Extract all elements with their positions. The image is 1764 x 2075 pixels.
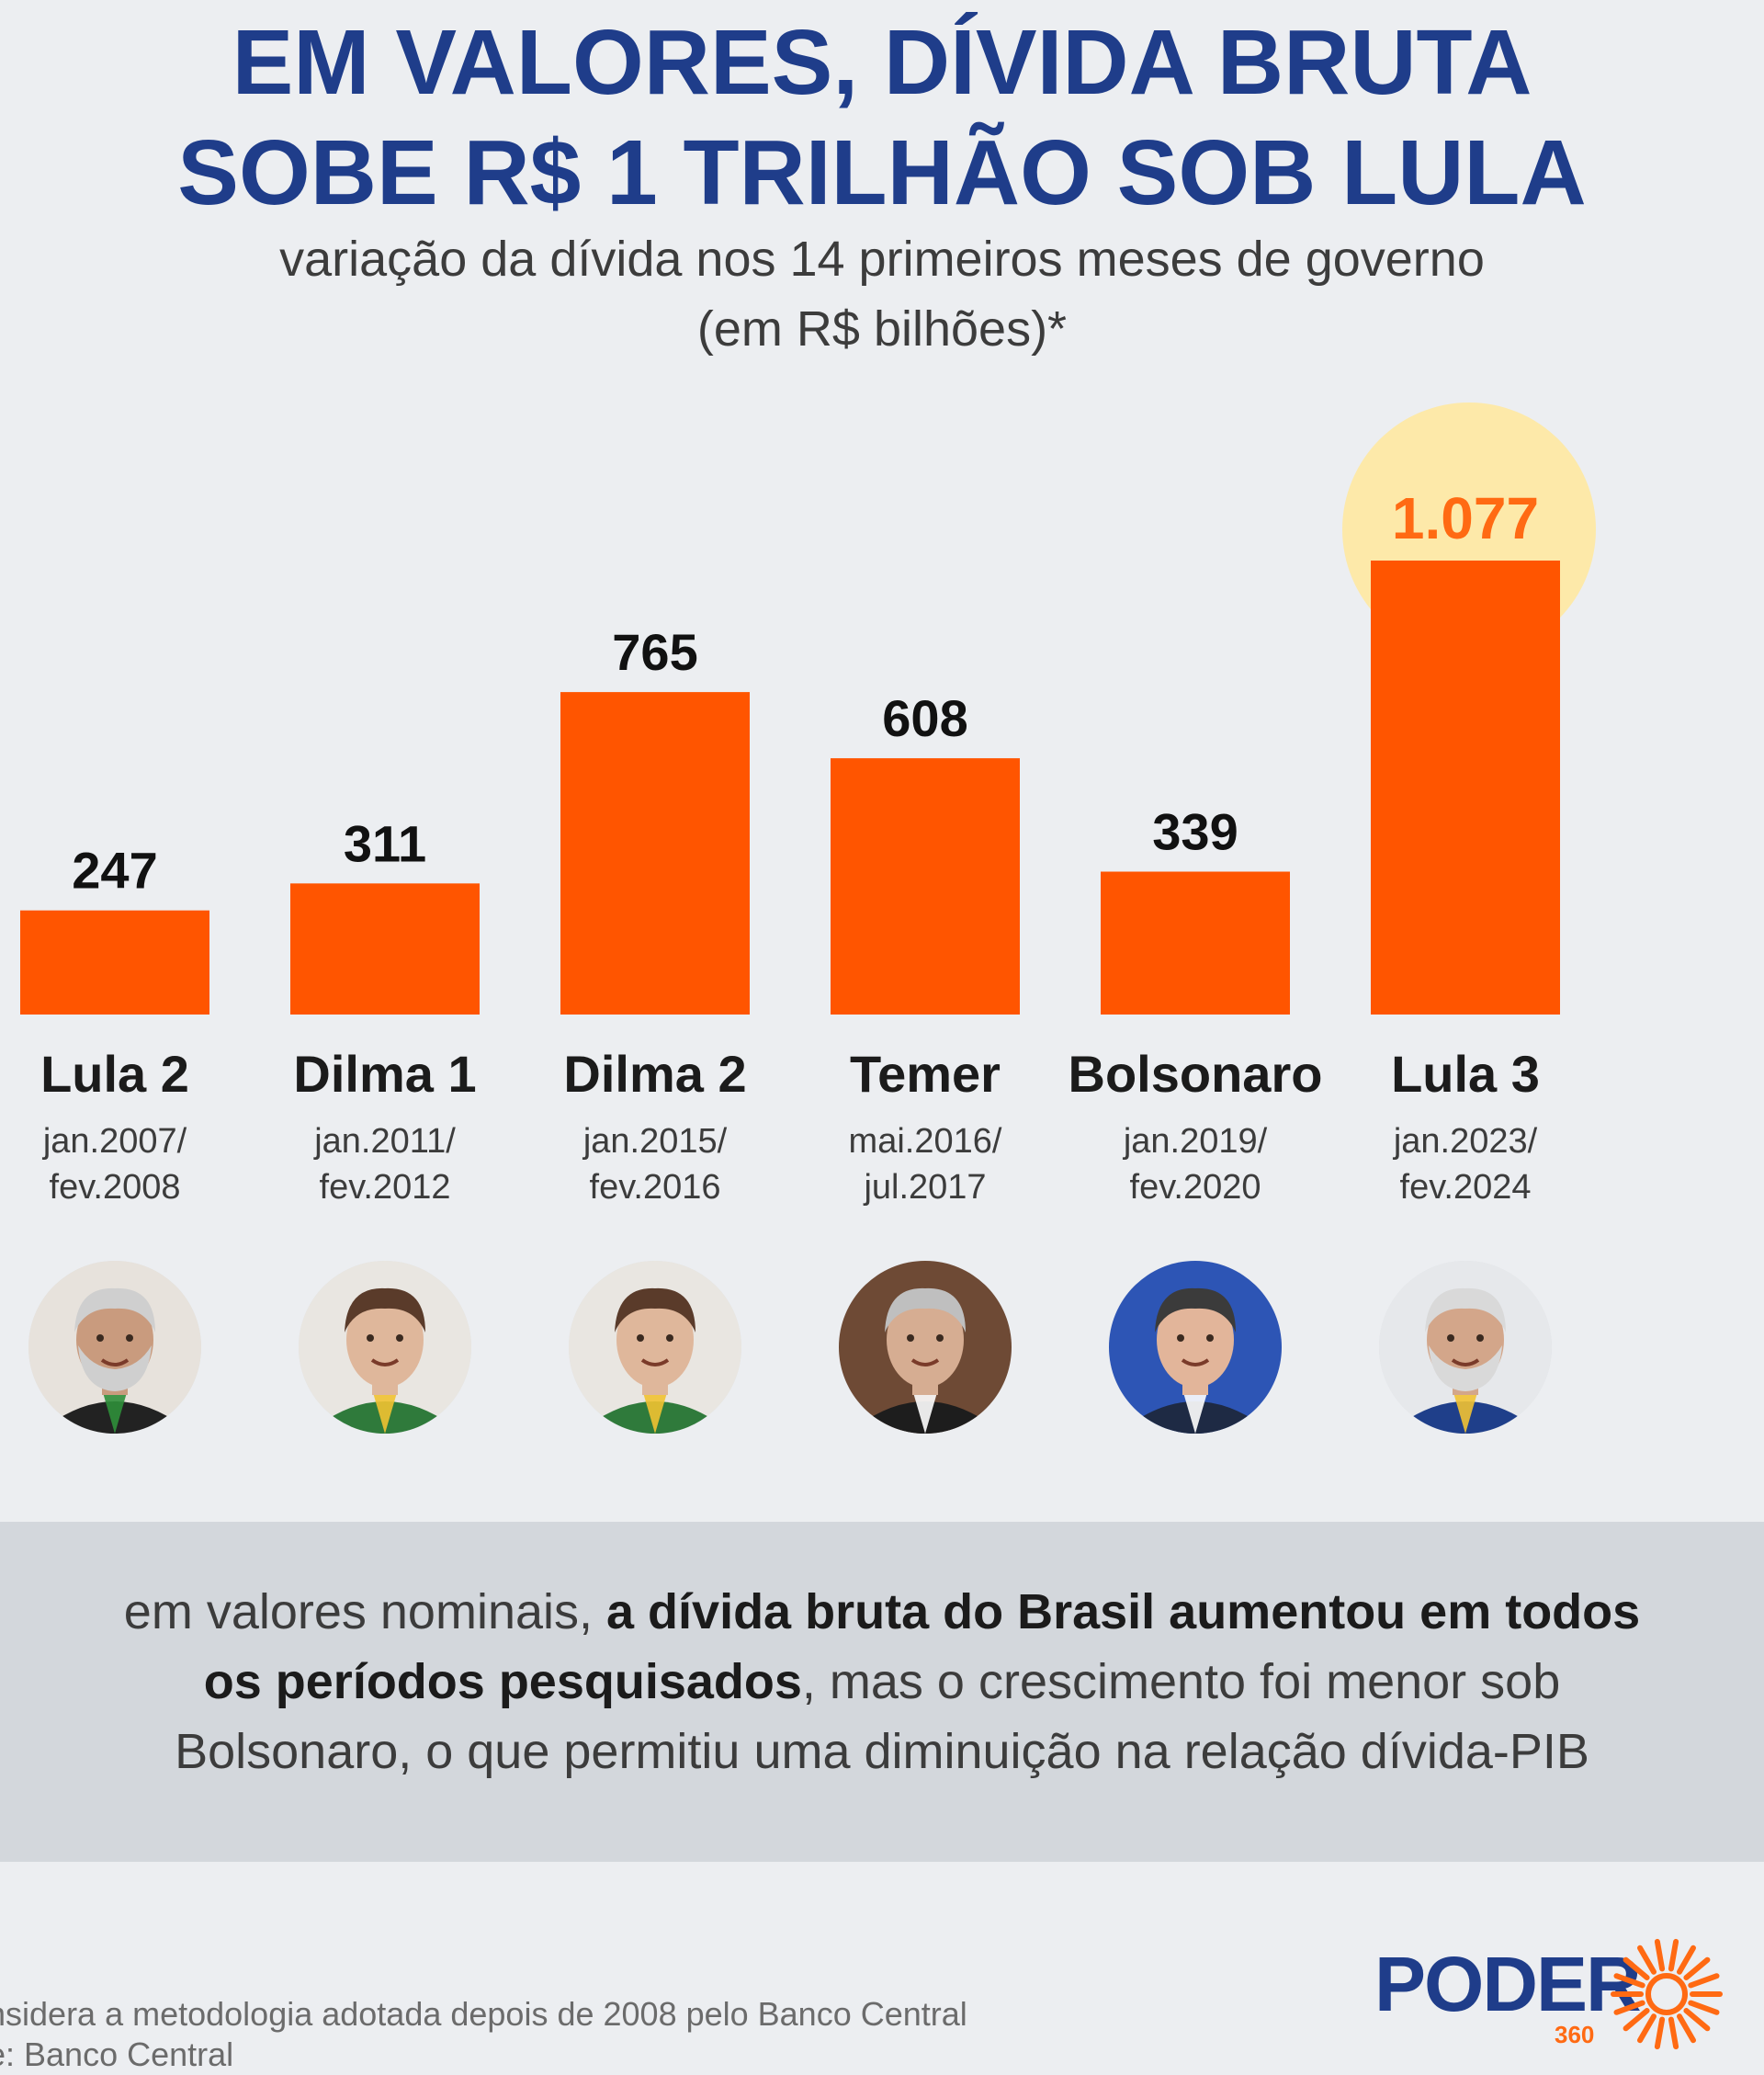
logo-wordmark: PODER: [1374, 1941, 1642, 2027]
period-end-label: fev.2016: [590, 1168, 721, 1207]
bar: [290, 883, 480, 1015]
bar-value-label: 1.077: [1392, 485, 1539, 551]
logo-number: 360: [1555, 2021, 1595, 2048]
portrait-dilma-icon: [569, 1261, 741, 1434]
note-line-3: Bolsonaro, o que permitiu uma diminuição…: [175, 1724, 1589, 1779]
bar-value-label: 339: [1152, 803, 1238, 861]
bar-value-label: 247: [72, 842, 157, 900]
note-text: em valores nominais, a dívida bruta do B…: [0, 1577, 1764, 1786]
category-label: Temer: [850, 1045, 1001, 1103]
category-label: Lula 3: [1391, 1045, 1540, 1103]
note-bold-2: os períodos pesquisados: [203, 1654, 802, 1709]
portrait-lula-icon: [1379, 1261, 1552, 1434]
chart-title-line-2: SOBE R$ 1 TRILHÃO SOB LULA: [177, 121, 1587, 224]
category-label: Dilma 1: [293, 1045, 476, 1103]
period-end-label: fev.2012: [320, 1168, 451, 1207]
note-line-1: em valores nominais, a dívida bruta do B…: [0, 1577, 1764, 1647]
chart-subtitle-line-1: variação da dívida nos 14 primeiros mese…: [279, 232, 1485, 287]
sun-icon: [1611, 1938, 1723, 2050]
footnote-methodology: nsidera a metodologia adotada depois de …: [0, 1995, 967, 2033]
period-start-label: jan.2007/: [42, 1122, 187, 1161]
bar-value-label: 608: [882, 689, 967, 747]
period-end-label: fev.2008: [50, 1168, 181, 1207]
bar-value-label: 311: [344, 814, 426, 872]
period-start-label: jan.2023/: [1393, 1122, 1538, 1161]
category-label: Lula 2: [40, 1045, 189, 1103]
period-start-label: jan.2015/: [582, 1122, 728, 1161]
footnote: nsidera a metodologia adotada depois de …: [0, 1994, 967, 2075]
period-end-label: jul.2017: [863, 1168, 986, 1207]
portrait-dilma-icon: [299, 1261, 471, 1434]
chart-subtitle-unit: (em R$ bilhões)*: [696, 301, 1068, 357]
bar: [20, 910, 209, 1015]
bar: [560, 692, 750, 1015]
chart-subtitle: variação da dívida nos 14 primeiros mese…: [0, 224, 1764, 364]
poder360-logo: PODER 360: [1374, 1937, 1724, 2051]
bar: [831, 758, 1020, 1015]
period-start-label: mai.2016/: [849, 1122, 1002, 1161]
portrait-lula-icon: [28, 1261, 201, 1434]
period-start-label: jan.2011/: [313, 1122, 456, 1161]
note-box: em valores nominais, a dívida bruta do B…: [0, 1522, 1764, 1862]
period-start-label: jan.2019/: [1123, 1122, 1268, 1161]
note-bold-1: a dívida bruta do Brasil aumentou em tod…: [606, 1584, 1641, 1639]
period-end-label: fev.2020: [1130, 1168, 1261, 1207]
note-part-2: , mas o crescimento foi menor sob: [801, 1654, 1561, 1709]
portrait-temer-icon: [839, 1261, 1012, 1434]
bar: [1101, 871, 1290, 1015]
chart-title: EM VALORES, DÍVIDA BRUTA SOBE R$ 1 TRILH…: [0, 7, 1764, 228]
bar-value-label: 765: [612, 623, 697, 681]
note-line-2: os períodos pesquisados, mas o crescimen…: [0, 1647, 1764, 1717]
category-label: Dilma 2: [563, 1045, 746, 1103]
note-part-1: em valores nominais,: [123, 1584, 607, 1639]
portrait-bolsonaro-icon: [1109, 1261, 1282, 1434]
chart-title-line-1: EM VALORES, DÍVIDA BRUTA: [232, 11, 1532, 114]
category-label: Bolsonaro: [1069, 1045, 1323, 1103]
period-end-label: fev.2024: [1400, 1168, 1532, 1207]
footnote-source: e: Banco Central: [0, 2035, 234, 2073]
bar: [1371, 561, 1560, 1015]
bar-chart: 247 Lula 2 jan.2007/fev.2008 311 Dilma 1 jan.…: [20, 403, 1596, 1207]
